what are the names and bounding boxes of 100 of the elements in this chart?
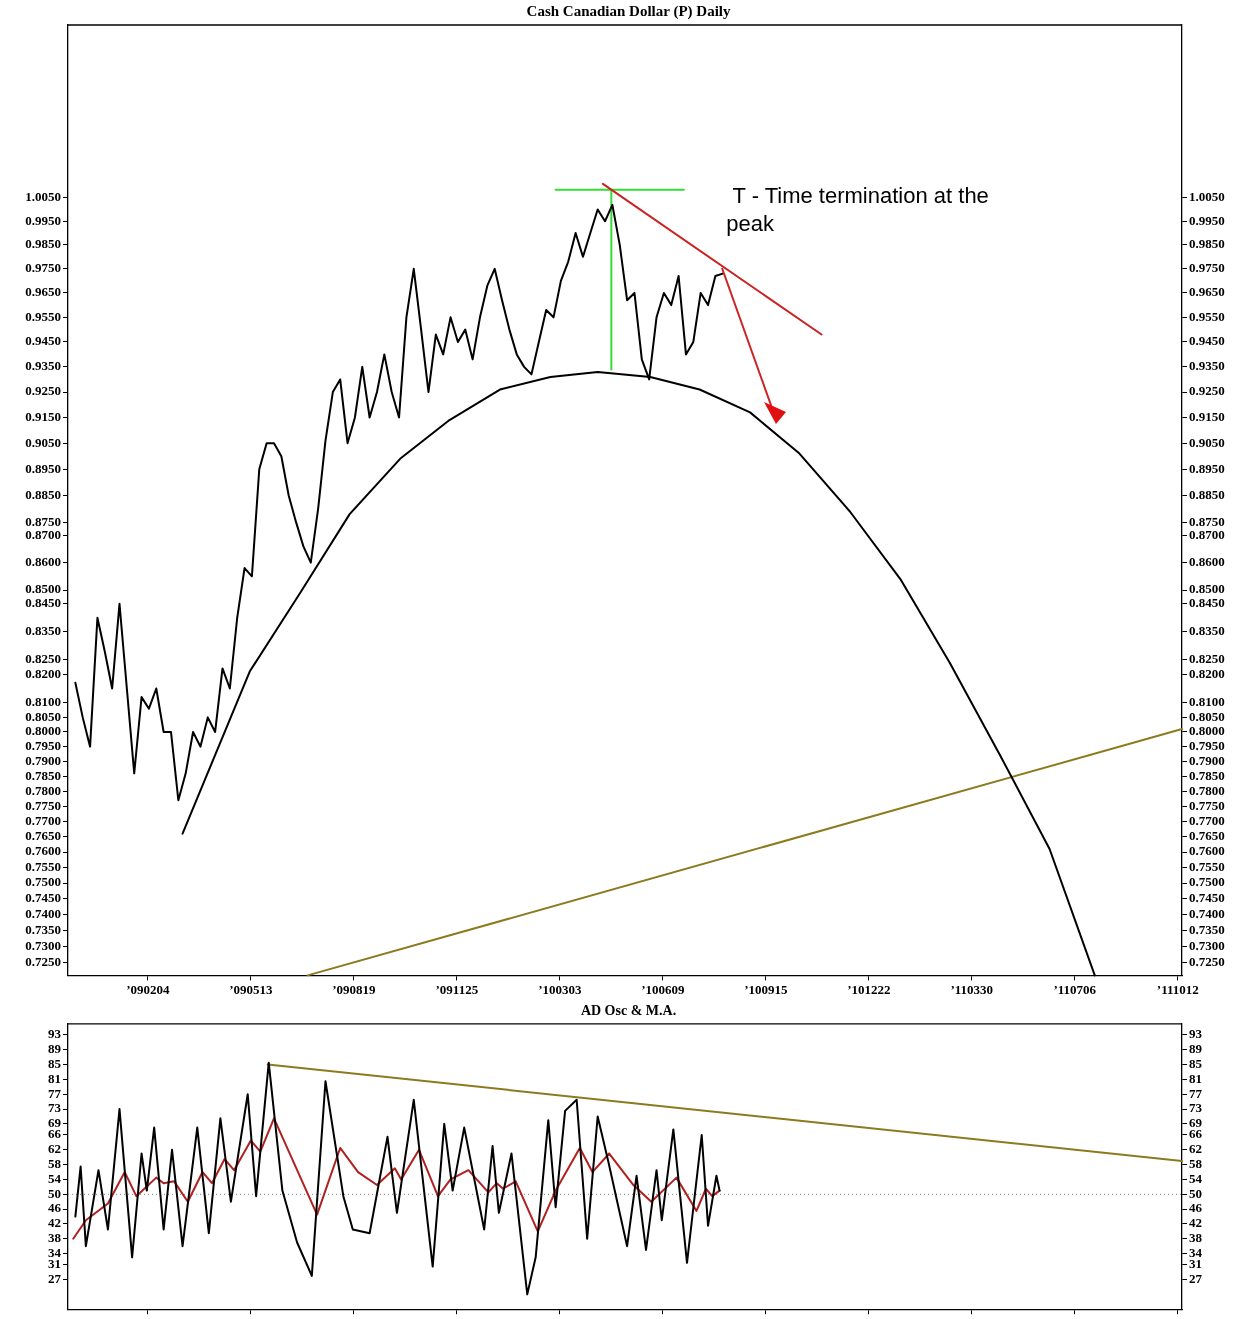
- y-tick-label: 0.9050: [25, 434, 61, 450]
- y2-tick-label: 73: [1189, 1100, 1203, 1116]
- text: 0.7550: [1189, 858, 1225, 874]
- y-tick-label: 62: [48, 1141, 61, 1157]
- y-tick-label: 0.7500: [25, 874, 61, 890]
- text: 0.8750: [1189, 513, 1225, 529]
- text: 0.8850: [1189, 486, 1225, 502]
- text: 0.8050: [1189, 708, 1225, 724]
- y-tick-label: 0.8750: [25, 513, 61, 529]
- y-tick-label: 0.8450: [25, 595, 61, 611]
- x-tick-label: ’091125: [435, 981, 479, 997]
- y-tick-label: 0.8500: [25, 581, 61, 597]
- y2-tick-label: 54: [1189, 1170, 1203, 1186]
- annotation: T - Time termination at the peak: [726, 182, 990, 238]
- x-tick-label: ’090204: [126, 981, 171, 997]
- text: 0.8200: [1189, 665, 1225, 681]
- y2-tick-label: 58: [1189, 1156, 1203, 1172]
- text: 0.7250: [1189, 953, 1225, 969]
- y-tick-label: 0.9350: [25, 358, 61, 374]
- y-tick-label: 0.8200: [25, 665, 61, 681]
- y-tick-label: 0.7350: [25, 921, 61, 937]
- y2-tick-label: 46: [1189, 1200, 1203, 1216]
- text: 0.7350: [1189, 921, 1225, 937]
- chart-title: Cash Canadian Dollar (P) Daily: [526, 2, 731, 20]
- y-tick-label: 0.7950: [25, 738, 61, 754]
- y2-tick-label: 50: [1189, 1185, 1202, 1201]
- text: 0.7750: [1189, 797, 1225, 813]
- text: 0.7500: [1189, 874, 1225, 890]
- y-tick-label: 0.8700: [25, 526, 61, 542]
- y-tick-label: 0.9550: [25, 308, 61, 324]
- y-tick-label: 0.9750: [25, 260, 61, 276]
- y-tick-label: 0.7550: [25, 858, 61, 874]
- y-tick-label: 27: [48, 1270, 62, 1286]
- y-tick-label: 0.7650: [25, 828, 61, 844]
- y-tick-label: 0.7450: [25, 890, 61, 906]
- text: 0.8950: [1189, 460, 1225, 476]
- text: 0.7800: [1189, 782, 1225, 798]
- y-tick-label: 0.8000: [25, 723, 61, 739]
- text: 0.7900: [1189, 752, 1225, 768]
- y2-tick-label: 81: [1189, 1070, 1202, 1086]
- y2-tick-label: 77: [1189, 1085, 1203, 1101]
- text: 0.7950: [1189, 738, 1225, 754]
- y-tick-label: 1.0050: [25, 189, 61, 205]
- x-tick-label: ’100915: [744, 981, 788, 997]
- text: 0.9850: [1189, 236, 1225, 252]
- y-tick-label: 58: [48, 1156, 62, 1172]
- y2-tick-label: 27: [1189, 1270, 1203, 1286]
- y2-tick-label: 89: [1189, 1041, 1203, 1057]
- y-tick-label: 0.9850: [25, 236, 61, 252]
- x-tick-label: ’110330: [950, 981, 994, 997]
- y-tick-label: 50: [48, 1185, 61, 1201]
- y-tick-label: 0.9650: [25, 284, 61, 300]
- text: 0.7650: [1189, 828, 1225, 844]
- y-tick-label: 0.8950: [25, 460, 61, 476]
- text: 0.9050: [1189, 434, 1225, 450]
- text: 0.8700: [1189, 526, 1225, 542]
- y-tick-label: 38: [48, 1230, 62, 1246]
- text: 0.9750: [1189, 260, 1225, 276]
- y-tick-label: 42: [48, 1215, 61, 1231]
- y-tick-label: 0.9950: [25, 212, 61, 228]
- text: 0.7600: [1189, 843, 1225, 859]
- y-tick-label: 46: [48, 1200, 62, 1216]
- text: 1.0050: [1189, 189, 1225, 205]
- text: 0.7450: [1189, 890, 1225, 906]
- text: 0.9550: [1189, 308, 1225, 324]
- y-tick-label: 0.9250: [25, 383, 61, 399]
- text: 0.9950: [1189, 212, 1225, 228]
- y-tick-label: 0.8250: [25, 651, 61, 667]
- chart-title: AD Osc & M.A.: [580, 1003, 677, 1019]
- y-tick-label: 0.7800: [25, 782, 61, 798]
- y-tick-label: 0.7400: [25, 905, 61, 921]
- text: 0.9150: [1189, 408, 1225, 424]
- text: 0.9250: [1189, 383, 1225, 399]
- y-tick-label: 77: [48, 1085, 62, 1101]
- x-tick-label: ’101222: [847, 981, 891, 997]
- x-tick-label: ’111012: [1156, 981, 1199, 997]
- y-tick-label: 0.7250: [25, 953, 61, 969]
- y-tick-label: 0.9450: [25, 333, 61, 349]
- y-tick-label: 0.7900: [25, 752, 61, 768]
- text: 0.7850: [1189, 767, 1225, 783]
- text: 0.7300: [1189, 937, 1225, 953]
- text: 0.9650: [1189, 284, 1225, 300]
- y-tick-label: 81: [48, 1070, 61, 1086]
- text: 0.8600: [1189, 554, 1225, 569]
- x-tick-label: ’090513: [229, 981, 274, 997]
- x-tick-label: ’090819: [332, 981, 377, 997]
- y-tick-label: 0.7600: [25, 843, 61, 859]
- text: 0.8250: [1189, 651, 1225, 667]
- y-tick-label: 0.7300: [25, 937, 61, 953]
- x-tick-label: ’100609: [641, 981, 685, 997]
- y2-tick-label: 85: [1189, 1055, 1203, 1071]
- y-tick-label: 0.8850: [25, 486, 61, 502]
- y-tick-label: 0.8350: [25, 623, 61, 639]
- text: 0.7700: [1189, 812, 1225, 828]
- text: 0.8100: [1189, 694, 1225, 710]
- y-tick-label: 0.7700: [25, 812, 61, 828]
- y2-tick-label: 93: [1189, 1026, 1203, 1042]
- y-tick-label: 89: [48, 1041, 62, 1057]
- text: 0.8450: [1189, 595, 1225, 611]
- y-tick-label: 0.8600: [25, 554, 61, 569]
